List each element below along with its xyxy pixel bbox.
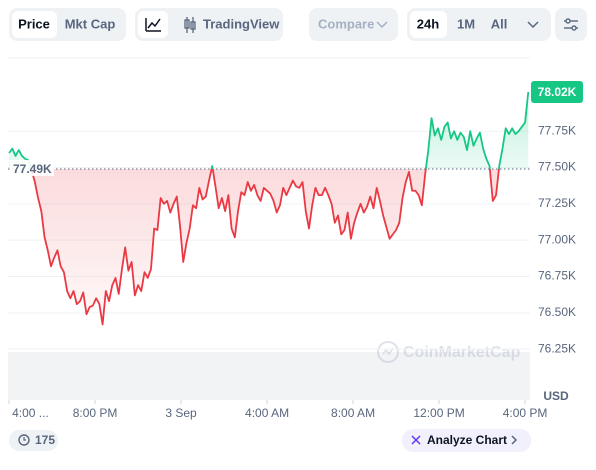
y-tick-label: 77.75K [538, 123, 576, 137]
analyze-button[interactable] [402, 429, 531, 452]
x-tick-label: 4:00 PM [503, 406, 548, 420]
current-price-label: 78.02K [538, 85, 577, 99]
chevron [376, 21, 388, 29]
mkt-cap-label[interactable]: Mkt Cap [65, 16, 116, 31]
settings-icon [564, 18, 578, 31]
y-tick-label: 77.50K [538, 160, 576, 174]
x-tick-label: 8:00 AM [331, 406, 375, 420]
y-axis-unit: USD [543, 389, 569, 403]
y-tick-label: 76.50K [538, 305, 576, 319]
clock-icon [18, 434, 30, 446]
history-count[interactable]: 175 [35, 433, 55, 447]
y-tick-label: 77.00K [538, 232, 576, 246]
tradingview-label[interactable]: TradingView [203, 16, 280, 31]
range-24h-label[interactable]: 24h [417, 16, 439, 31]
y-tick-label: 76.25K [538, 341, 576, 355]
price-label[interactable]: Price [18, 16, 50, 31]
range-24h[interactable] [410, 11, 447, 38]
current-price-tag [531, 80, 583, 103]
baseline-label-bg [10, 159, 54, 176]
range-1m-label[interactable]: 1M [457, 16, 475, 31]
price-line [8, 91, 530, 326]
analyze-chevron [511, 435, 518, 445]
x-tick-label: 3 Sep [165, 406, 197, 420]
y-tick-label: 77.25K [538, 196, 576, 210]
baseline-label: 77.49K [13, 162, 52, 176]
watermark-text: CoinMarketCap [403, 344, 521, 361]
x-tick-label: 4:00 AM [245, 406, 289, 420]
compare-button[interactable] [309, 8, 398, 41]
chart-type-toggle [135, 8, 283, 41]
toolbar: Price Mkt Cap TradingView Compare 24h 1M… [9, 8, 587, 41]
volume-area [8, 352, 530, 400]
x-tick-label: 12:00 PM [413, 406, 464, 420]
watermark: CoinMarketCap [377, 341, 521, 363]
analyze-label[interactable]: Analyze Chart [427, 433, 507, 447]
x-tick-label: 8:00 PM [73, 406, 118, 420]
range-dropdown[interactable] [527, 21, 539, 29]
y-tick-label: 76.75K [538, 269, 576, 283]
x-tick-label: 4:00 ... [12, 406, 49, 420]
clock-hands [23, 437, 26, 441]
analyze-icon [411, 435, 421, 445]
compare-label[interactable]: Compare [318, 16, 374, 31]
settings-button[interactable] [555, 8, 587, 41]
line-icon [145, 18, 161, 32]
candle-icon [184, 17, 196, 33]
price-area [9, 91, 529, 325]
range-all-label[interactable]: All [491, 16, 508, 31]
plot-area: 77.75K 77.50K 77.25K 77.00K 76.75K 76.50K 76.2… [8, 80, 583, 420]
price-button[interactable] [12, 11, 57, 38]
